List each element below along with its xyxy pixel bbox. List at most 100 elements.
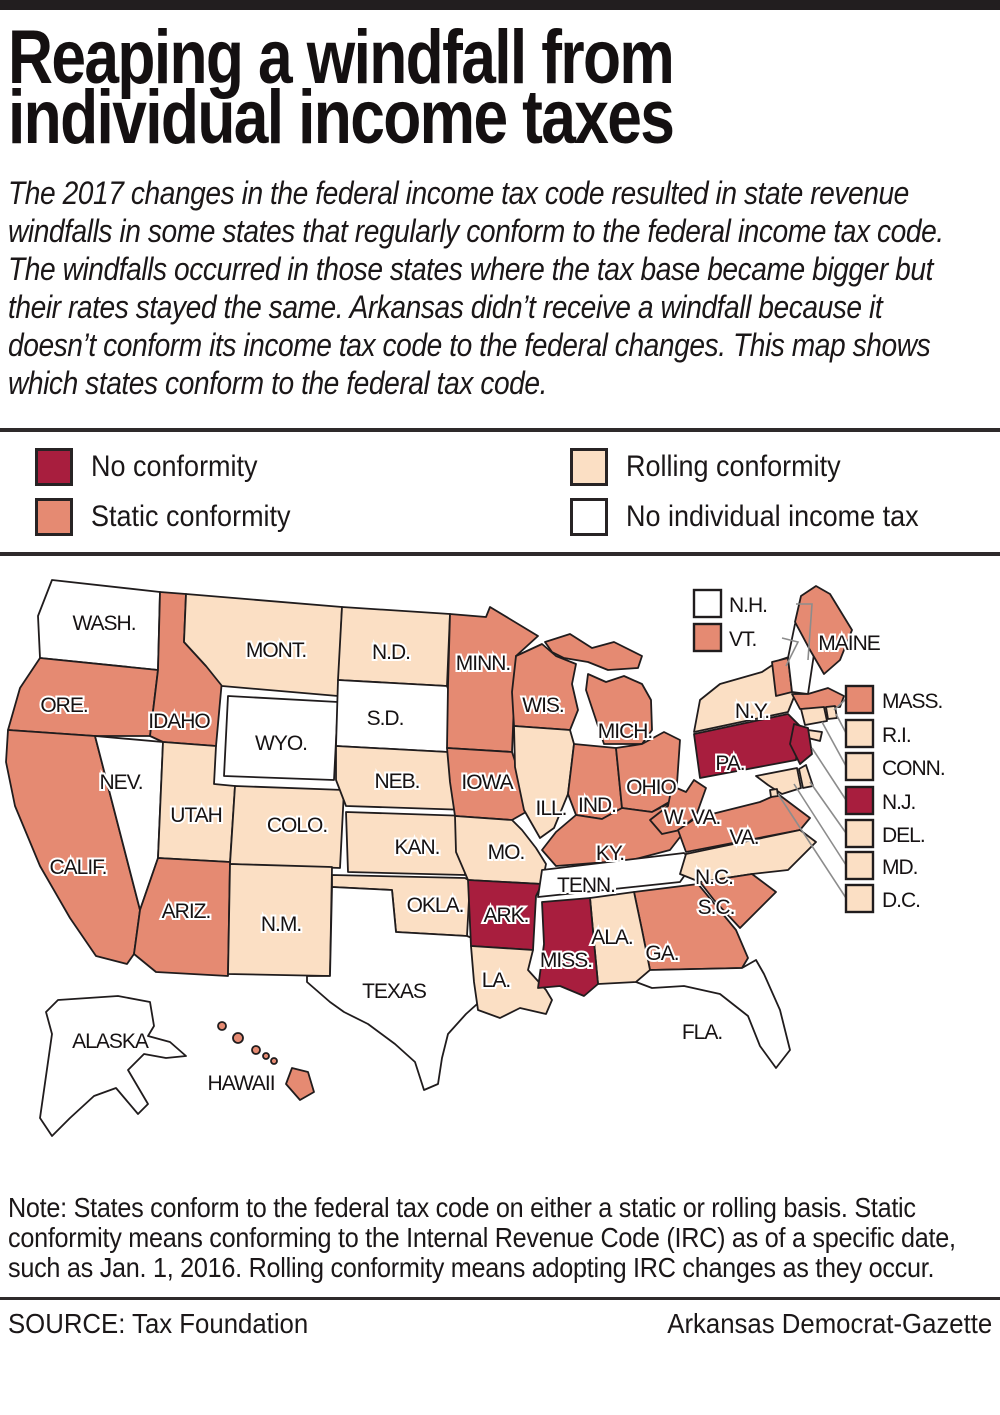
state-alaska (39, 995, 187, 1137)
callout-swatch-conn (844, 751, 875, 782)
state-colorado (229, 785, 345, 869)
state-label-florida: FLA. (682, 1021, 722, 1044)
state-virginia (677, 793, 811, 853)
state-connecticut (800, 706, 828, 726)
leader-line-md (793, 783, 847, 866)
state-label-illinois: ILL. (535, 797, 566, 820)
state-label-virginia: VA. (729, 826, 758, 849)
state-district-of-columbia (769, 788, 779, 798)
us-conformity-map: WASH. MONT. N.D. MINN. ORE. IDAHO S.D. W… (0, 562, 1000, 1179)
legend-swatch-rolling-conformity (570, 448, 608, 486)
state-maine (794, 585, 853, 675)
state-label-nebraska: NEB. (374, 770, 419, 793)
title-line-2: individual income taxes (8, 75, 675, 160)
intro-paragraph: The 2017 changes in the federal income t… (8, 175, 944, 401)
state-west-virginia (649, 779, 707, 835)
legend-swatch-no-conformity (35, 448, 73, 486)
callout-label-del: DEL. (882, 824, 925, 847)
state-label-louisiana: LA. (482, 969, 511, 992)
callout-swatch-nh (692, 588, 723, 619)
legend-item-rolling-conformity: Rolling conformity (535, 448, 1000, 486)
leader-line-vt (781, 637, 800, 667)
state-label-oregon: ORE. (40, 694, 87, 717)
state-hawaii-island (270, 1057, 278, 1065)
state-hawaii-island (232, 1032, 244, 1044)
state-south-carolina (699, 873, 777, 929)
legend-label: No individual income tax (626, 500, 919, 533)
state-hawaii-island (262, 1052, 270, 1060)
state-label-pennsylvania: PA. (715, 752, 744, 775)
state-florida (635, 959, 791, 1069)
callout-swatch-vt (692, 622, 723, 653)
legend-label: Rolling conformity (626, 450, 841, 483)
state-illinois (513, 725, 575, 839)
state-label-west-virginia: W. VA. (664, 806, 721, 829)
callout-label-nj: N.J. (882, 791, 915, 814)
state-label-georgia: GA. (645, 942, 678, 965)
state-label-south-dakota: S.D. (367, 707, 404, 730)
leader-line-del (809, 781, 847, 834)
callout-label-conn: CONN. (882, 757, 945, 780)
state-massachusetts (791, 687, 845, 710)
top-rule-bar (0, 0, 1000, 10)
state-arizona (133, 857, 231, 977)
state-label-arizona: ARIZ. (162, 900, 211, 923)
callout-swatch-ri (844, 718, 875, 749)
state-label-minnesota: MINN. (456, 652, 511, 675)
state-label-iowa: IOWA (461, 771, 513, 794)
state-wisconsin (511, 643, 579, 731)
state-label-idaho: IDAHO (148, 710, 210, 733)
legend-label: No conformity (91, 450, 258, 483)
leader-line-ri (835, 713, 847, 734)
state-label-kentucky: KY. (596, 842, 624, 865)
state-label-michigan: MICH. (598, 720, 653, 743)
note-text: Note: States conform to the federal tax … (8, 1192, 956, 1283)
legend-swatch-static-conformity (35, 498, 73, 536)
title-line-1: Reaping a windfall from (8, 15, 675, 100)
leader-line-nj (811, 747, 847, 801)
state-label-arkansas: ARK. (483, 904, 528, 927)
callout-label-dc: D.C. (882, 889, 920, 912)
legend-item-no-income-tax: No individual income tax (535, 498, 1000, 536)
state-wyoming (223, 695, 339, 781)
state-texas (306, 886, 491, 1091)
state-label-new-york: N.Y. (735, 700, 769, 723)
state-hawaii-island (251, 1045, 261, 1055)
callout-swatch-md (844, 850, 875, 881)
state-label-wyoming: WYO. (255, 732, 307, 755)
state-label-south-carolina: S.C. (698, 896, 735, 919)
us-map-svg: WASH. MONT. N.D. MINN. ORE. IDAHO S.D. W… (5, 579, 948, 1137)
state-label-utah: UTAH (170, 804, 222, 827)
state-label-new-mexico: N.M. (261, 913, 301, 936)
legend: No conformity Rolling conformity Static … (0, 428, 1000, 556)
legend-item-no-conformity: No conformity (0, 448, 535, 486)
state-label-indiana: IND. (578, 794, 616, 817)
state-louisiana (470, 945, 553, 1019)
state-arkansas (467, 879, 543, 951)
state-maryland (755, 767, 802, 795)
footer: SOURCE: Tax Foundation Arkansas Democrat… (0, 1297, 1000, 1340)
state-utah (157, 741, 236, 863)
legend-item-static-conformity: Static conformity (0, 498, 535, 536)
legend-label: Static conformity (91, 500, 291, 533)
state-label-washington: WASH. (72, 612, 135, 635)
leader-line-dc (777, 793, 847, 899)
state-label-montana: MONT. (246, 639, 306, 662)
state-mississippi (537, 897, 599, 997)
state-hawaii-island (217, 1021, 227, 1031)
state-label-mississippi: MISS. (540, 949, 592, 972)
callout-label-nh: N.H. (729, 594, 767, 617)
state-label-california: CALIF. (49, 856, 106, 879)
state-label-hawaii: HAWAII (207, 1072, 274, 1095)
state-michigan (544, 633, 653, 745)
callout-swatch-dc (844, 883, 875, 914)
state-label-texas: TEXAS (362, 980, 427, 1003)
callout-swatch-nj (844, 785, 875, 816)
state-label-alaska: ALASKA (72, 1030, 149, 1053)
publisher-credit: Arkansas Democrat-Gazette (667, 1308, 992, 1339)
leader-line-mass (833, 698, 847, 711)
legend-swatch-no-income-tax (570, 498, 608, 536)
state-label-maine: MAINE (818, 632, 881, 655)
leader-line-nh (796, 603, 813, 661)
callout-label-md: MD. (882, 856, 918, 879)
